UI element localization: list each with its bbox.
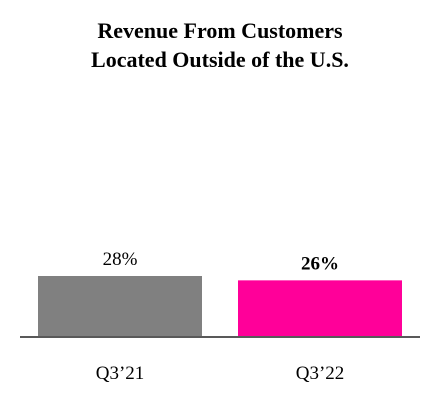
label-group: 28% Q3’21 26% Q3’22	[96, 249, 345, 384]
x-tick-label-2: Q3’22	[296, 363, 345, 384]
chart-title-line-2: Located Outside of the U.S.	[91, 47, 349, 72]
data-label-1: 28%	[103, 249, 138, 270]
bar-2	[238, 280, 402, 337]
bar-1	[38, 276, 202, 337]
data-label-2: 26%	[301, 253, 339, 274]
x-tick-label-1: Q3’21	[96, 363, 145, 384]
chart-title-line-1: Revenue From Customers	[97, 18, 343, 43]
bar-group	[38, 276, 402, 337]
chart-title: Revenue From Customers Located Outside o…	[0, 16, 440, 74]
